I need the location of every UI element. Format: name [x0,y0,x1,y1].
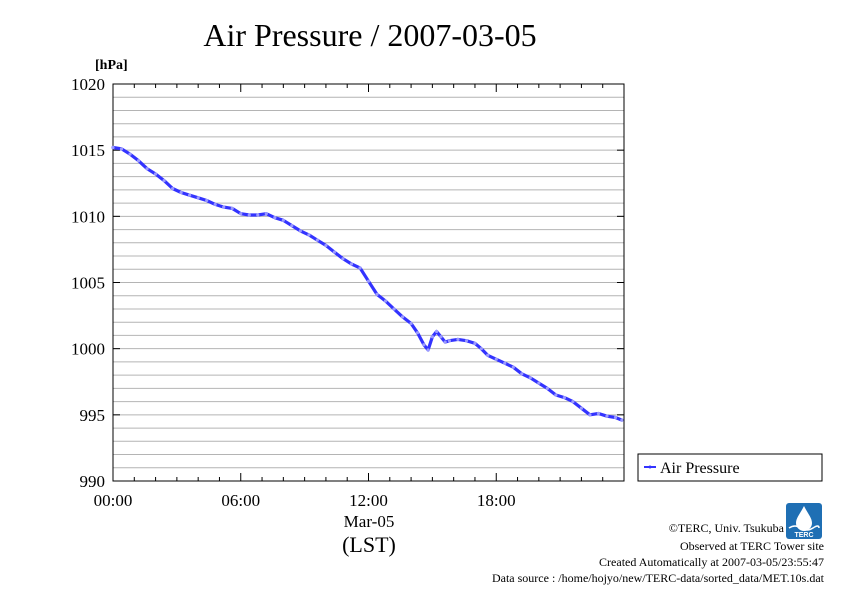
data-point [307,233,311,237]
data-point [422,343,426,347]
y-axis-unit: [hPa] [95,58,128,73]
data-point [247,213,251,217]
data-point [520,372,524,376]
x-axis-label: (LST) [342,532,396,557]
y-tick-label: 1020 [71,75,105,94]
data-point [349,262,354,266]
data-point [528,376,532,380]
data-point [179,190,183,195]
data-point [605,414,609,418]
x-tick-label: 12:00 [349,491,388,510]
x-axis: 00:00 06:00 12:00 18:00 [94,84,625,510]
data-point [620,418,624,422]
data-point [473,341,477,345]
data-point [375,292,379,297]
data-point [298,229,302,233]
y-axis: 990 995 1000 1005 1010 1015 1020 [71,75,624,491]
x-tick-label: 06:00 [221,491,260,510]
data-point [205,198,209,203]
data-point [392,307,396,311]
data-point [324,243,328,248]
data-point [486,353,490,357]
legend-box [637,453,823,482]
data-point [479,347,483,351]
y-tick-label: 995 [80,406,106,425]
data-point [596,411,601,416]
data-point [545,386,549,390]
data-point [264,212,268,216]
credit-created: Created Automatically at 2007-03-05/23:5… [599,555,824,569]
data-point [435,329,439,334]
y-tick-label: 1000 [71,340,105,359]
data-point [447,339,452,343]
data-point [341,257,345,261]
data-point [613,415,618,420]
data-point [281,218,285,222]
data-point [222,205,226,209]
data-point [332,250,337,254]
droplet-icon [796,506,812,531]
data-point [562,396,566,400]
data-point [196,196,200,200]
data-point [588,413,592,417]
data-point [256,213,260,217]
data-point [494,357,498,361]
data-point [409,321,413,326]
y-tick-label: 1010 [71,207,105,226]
data-point [554,393,558,397]
data-point [456,337,460,342]
data-point [136,159,141,163]
data-point [128,152,132,156]
data-point [537,381,541,385]
data-point [366,279,371,283]
data-point [571,400,575,404]
data-point [290,223,294,228]
x-tick-label: 18:00 [477,491,516,510]
data-point [400,315,405,319]
data-point [430,335,434,339]
data-point [273,216,277,220]
data-point [111,145,115,150]
data-point [315,238,319,242]
data-point [439,335,443,339]
y-tick-label: 1005 [71,274,105,293]
legend-marker [648,465,652,469]
x-tick-label: 00:00 [94,491,133,510]
data-point [443,340,447,344]
data-point [239,212,243,216]
data-point [503,361,507,365]
credit-observed: Observed at TERC Tower site [680,539,824,553]
data-point [464,339,469,343]
chart-title: Air Pressure / 2007-03-05 [203,17,536,53]
series-line [111,145,624,422]
data-point [511,365,515,369]
data-point [119,147,124,151]
data-point [153,172,158,176]
data-point [358,266,362,270]
data-point [171,186,175,191]
credit-copyright: ©TERC, Univ. Tsukuba [669,521,785,535]
series-group [111,145,624,422]
grid-lines [113,96,624,469]
data-point [145,167,149,171]
wave-icon [788,525,820,531]
legend: Air Pressure [637,453,823,482]
data-point [579,406,584,410]
credit-source: Data source : /home/hojyo/new/TERC-data/… [492,571,825,585]
data-point [415,331,420,335]
y-tick-label: 990 [80,472,106,491]
legend-label: Air Pressure [660,460,740,477]
data-point [426,348,430,352]
data-point [162,179,166,183]
terc-logo: TERC [786,503,822,539]
data-point [230,206,234,210]
logo-text: TERC [794,532,813,539]
y-tick-label: 1015 [71,141,105,160]
x-axis-date: Mar-05 [344,512,395,531]
data-point [213,202,217,207]
data-point [188,193,192,197]
data-point [383,299,388,303]
